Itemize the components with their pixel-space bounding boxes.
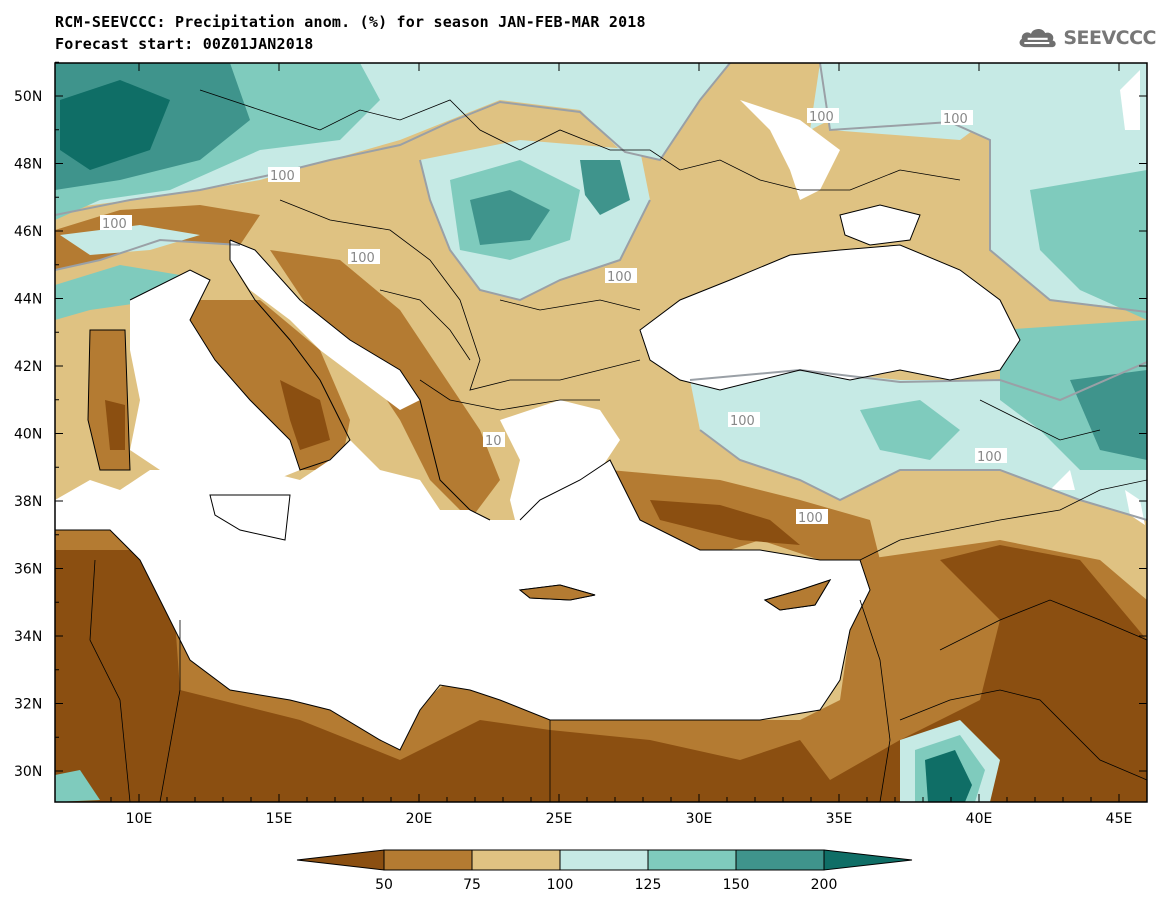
colorbar-label: 125 [635, 877, 662, 893]
lat-label: 42N [14, 359, 42, 375]
map-frame [54, 62, 1148, 803]
colorbar: 50 75 100 125 150 200 [296, 849, 913, 893]
lat-label: 44N [14, 292, 42, 308]
lat-label: 40N [14, 427, 42, 443]
lon-label: 30E [686, 811, 713, 827]
colorbar-segment [823, 849, 913, 871]
country-borders [89, 89, 1148, 803]
lon-label: 20E [406, 811, 433, 827]
colorbar-segment [296, 849, 385, 871]
lat-label: 48N [14, 157, 42, 173]
contour-label: 100 [977, 450, 1002, 465]
lon-label: 15E [266, 811, 293, 827]
forecast-start-label: Forecast start: 00Z01JAN2018 [55, 35, 314, 53]
seevccc-logo: SEEVCCC [1016, 22, 1156, 54]
lon-label: 35E [826, 811, 853, 827]
lat-label: 50N [14, 89, 42, 105]
contour-label: 100 [943, 112, 968, 127]
logo-text: SEEVCCC [1063, 27, 1156, 49]
contour-label: 100 [809, 110, 834, 125]
colorbar-label: 150 [723, 877, 750, 893]
lat-label: 30N [14, 764, 42, 780]
colorbar-segment [559, 849, 649, 871]
contour-label: 100 [350, 251, 375, 266]
map-title: RCM-SEEVCCC: Precipitation anom. (%) for… [55, 13, 646, 31]
colorbar-label: 50 [375, 877, 393, 893]
cloud-icon [1019, 29, 1056, 48]
contour-label: 100 [607, 270, 632, 285]
crete-island [518, 584, 596, 601]
lat-label: 32N [14, 697, 42, 713]
latitude-axis: 50N 48N 46N 44N 42N 40N 38N 36N 34N 32N 30N [14, 61, 1147, 780]
colorbar-segment [383, 849, 473, 871]
longitude-axis: 10E 15E 20E 25E 30E 35E 40E 45E [110, 63, 1133, 827]
colorbar-segment [471, 849, 561, 871]
lon-label: 25E [546, 811, 573, 827]
contour-label: 100 [730, 414, 755, 429]
lon-label: 45E [1106, 811, 1133, 827]
contour-label: 100 [270, 169, 295, 184]
lat-label: 36N [14, 562, 42, 578]
contour-label-group: 100 100 100 100 100 100 100 100 100 10 [100, 108, 1007, 526]
cyprus-island [763, 579, 832, 611]
lon-label: 10E [126, 811, 153, 827]
contour-label: 100 [798, 511, 823, 526]
colorbar-segment [647, 849, 737, 871]
lat-label: 38N [14, 494, 42, 510]
colorbar-label: 75 [463, 877, 481, 893]
lon-label: 40E [966, 811, 993, 827]
lat-label: 34N [14, 629, 42, 645]
contour-label: 10 [485, 434, 502, 449]
colorbar-segment [735, 849, 825, 871]
contour-lines [55, 63, 1147, 521]
colorbar-label: 100 [547, 877, 574, 893]
colorbar-label: 200 [811, 877, 838, 893]
lat-label: 46N [14, 224, 42, 240]
contour-label: 100 [102, 217, 127, 232]
map-field [55, 63, 1147, 802]
